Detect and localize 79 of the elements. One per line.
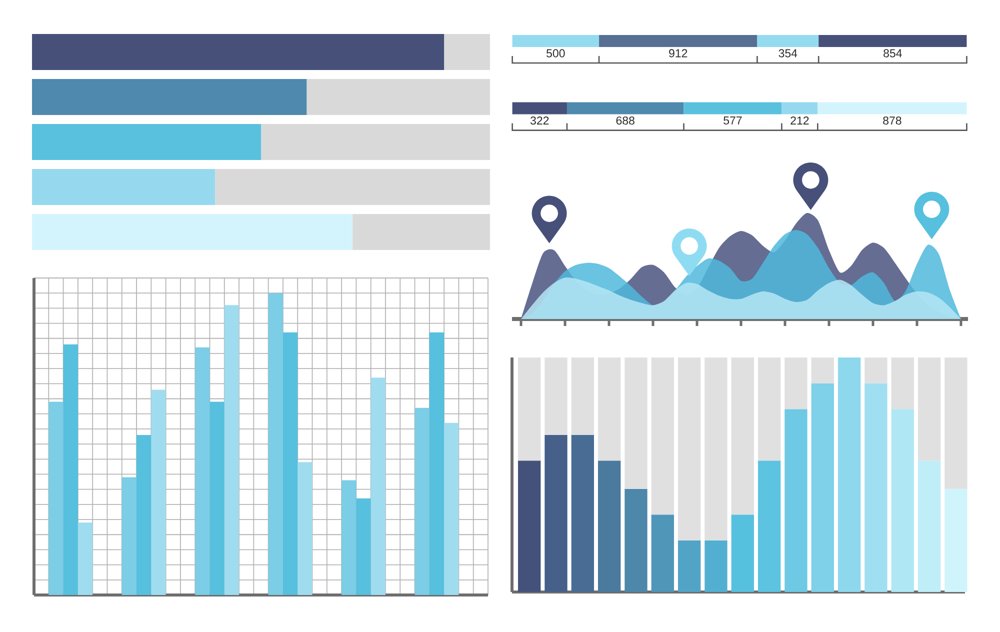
bar bbox=[512, 35, 600, 47]
bar bbox=[704, 540, 728, 592]
data-label: 322 bbox=[530, 116, 549, 125]
bar bbox=[757, 35, 819, 47]
bar bbox=[944, 488, 968, 592]
bar bbox=[63, 344, 78, 595]
data-label: 878 bbox=[883, 116, 902, 125]
bar bbox=[48, 402, 64, 595]
bar bbox=[818, 35, 967, 47]
bar bbox=[818, 102, 967, 114]
bar bbox=[210, 402, 224, 595]
bar bbox=[151, 390, 166, 595]
bar bbox=[651, 358, 674, 515]
bar bbox=[784, 409, 808, 592]
bar bbox=[414, 408, 430, 595]
bar bbox=[704, 358, 728, 540]
bar bbox=[599, 35, 758, 47]
bar bbox=[784, 358, 808, 410]
bar bbox=[518, 358, 541, 461]
bar bbox=[598, 358, 621, 461]
bar bbox=[342, 480, 356, 595]
data-label: 577 bbox=[724, 116, 742, 125]
bar bbox=[32, 168, 216, 205]
bar bbox=[838, 358, 861, 592]
bar bbox=[731, 358, 754, 515]
bar bbox=[811, 358, 834, 384]
bar bbox=[352, 214, 490, 250]
bar bbox=[891, 409, 914, 592]
bar bbox=[544, 358, 568, 435]
bar bbox=[678, 540, 701, 592]
bar bbox=[518, 460, 541, 592]
bar bbox=[444, 422, 459, 595]
bar bbox=[891, 358, 914, 410]
bar bbox=[758, 460, 781, 592]
bar bbox=[298, 462, 312, 595]
bar bbox=[571, 358, 594, 435]
bar bbox=[598, 460, 621, 592]
bar bbox=[224, 305, 240, 595]
bar bbox=[624, 488, 648, 592]
bar bbox=[782, 102, 818, 114]
bar bbox=[758, 358, 781, 461]
bar bbox=[512, 102, 567, 114]
bar bbox=[811, 383, 834, 592]
bar bbox=[944, 358, 968, 489]
bar bbox=[261, 124, 490, 160]
bar bbox=[678, 358, 701, 540]
bar bbox=[624, 358, 648, 489]
bar bbox=[864, 358, 888, 384]
bar bbox=[429, 332, 444, 595]
bar bbox=[268, 293, 283, 595]
bar bbox=[731, 514, 754, 592]
data-label: 500 bbox=[546, 49, 565, 58]
data-label: 688 bbox=[616, 116, 634, 125]
bar bbox=[122, 477, 137, 595]
bar bbox=[918, 460, 941, 592]
bar bbox=[32, 124, 262, 160]
bar bbox=[32, 34, 444, 70]
data-label: 212 bbox=[790, 116, 809, 125]
bar bbox=[684, 102, 782, 114]
bar bbox=[571, 434, 594, 592]
bar bbox=[918, 358, 941, 461]
data-label: 854 bbox=[884, 49, 902, 58]
bar bbox=[32, 78, 307, 115]
bar bbox=[136, 434, 152, 595]
bar bbox=[215, 168, 490, 205]
bar bbox=[306, 78, 490, 115]
bar bbox=[370, 378, 386, 595]
bar bbox=[566, 102, 684, 114]
bar bbox=[864, 383, 888, 592]
bar bbox=[651, 514, 674, 592]
data-label: 354 bbox=[778, 49, 798, 58]
bar bbox=[32, 214, 353, 250]
data-label: 912 bbox=[669, 49, 688, 58]
bar bbox=[195, 347, 210, 595]
bar bbox=[78, 522, 93, 595]
bar bbox=[282, 332, 298, 595]
bar bbox=[356, 498, 371, 595]
bar bbox=[444, 34, 490, 70]
bar bbox=[544, 434, 568, 592]
